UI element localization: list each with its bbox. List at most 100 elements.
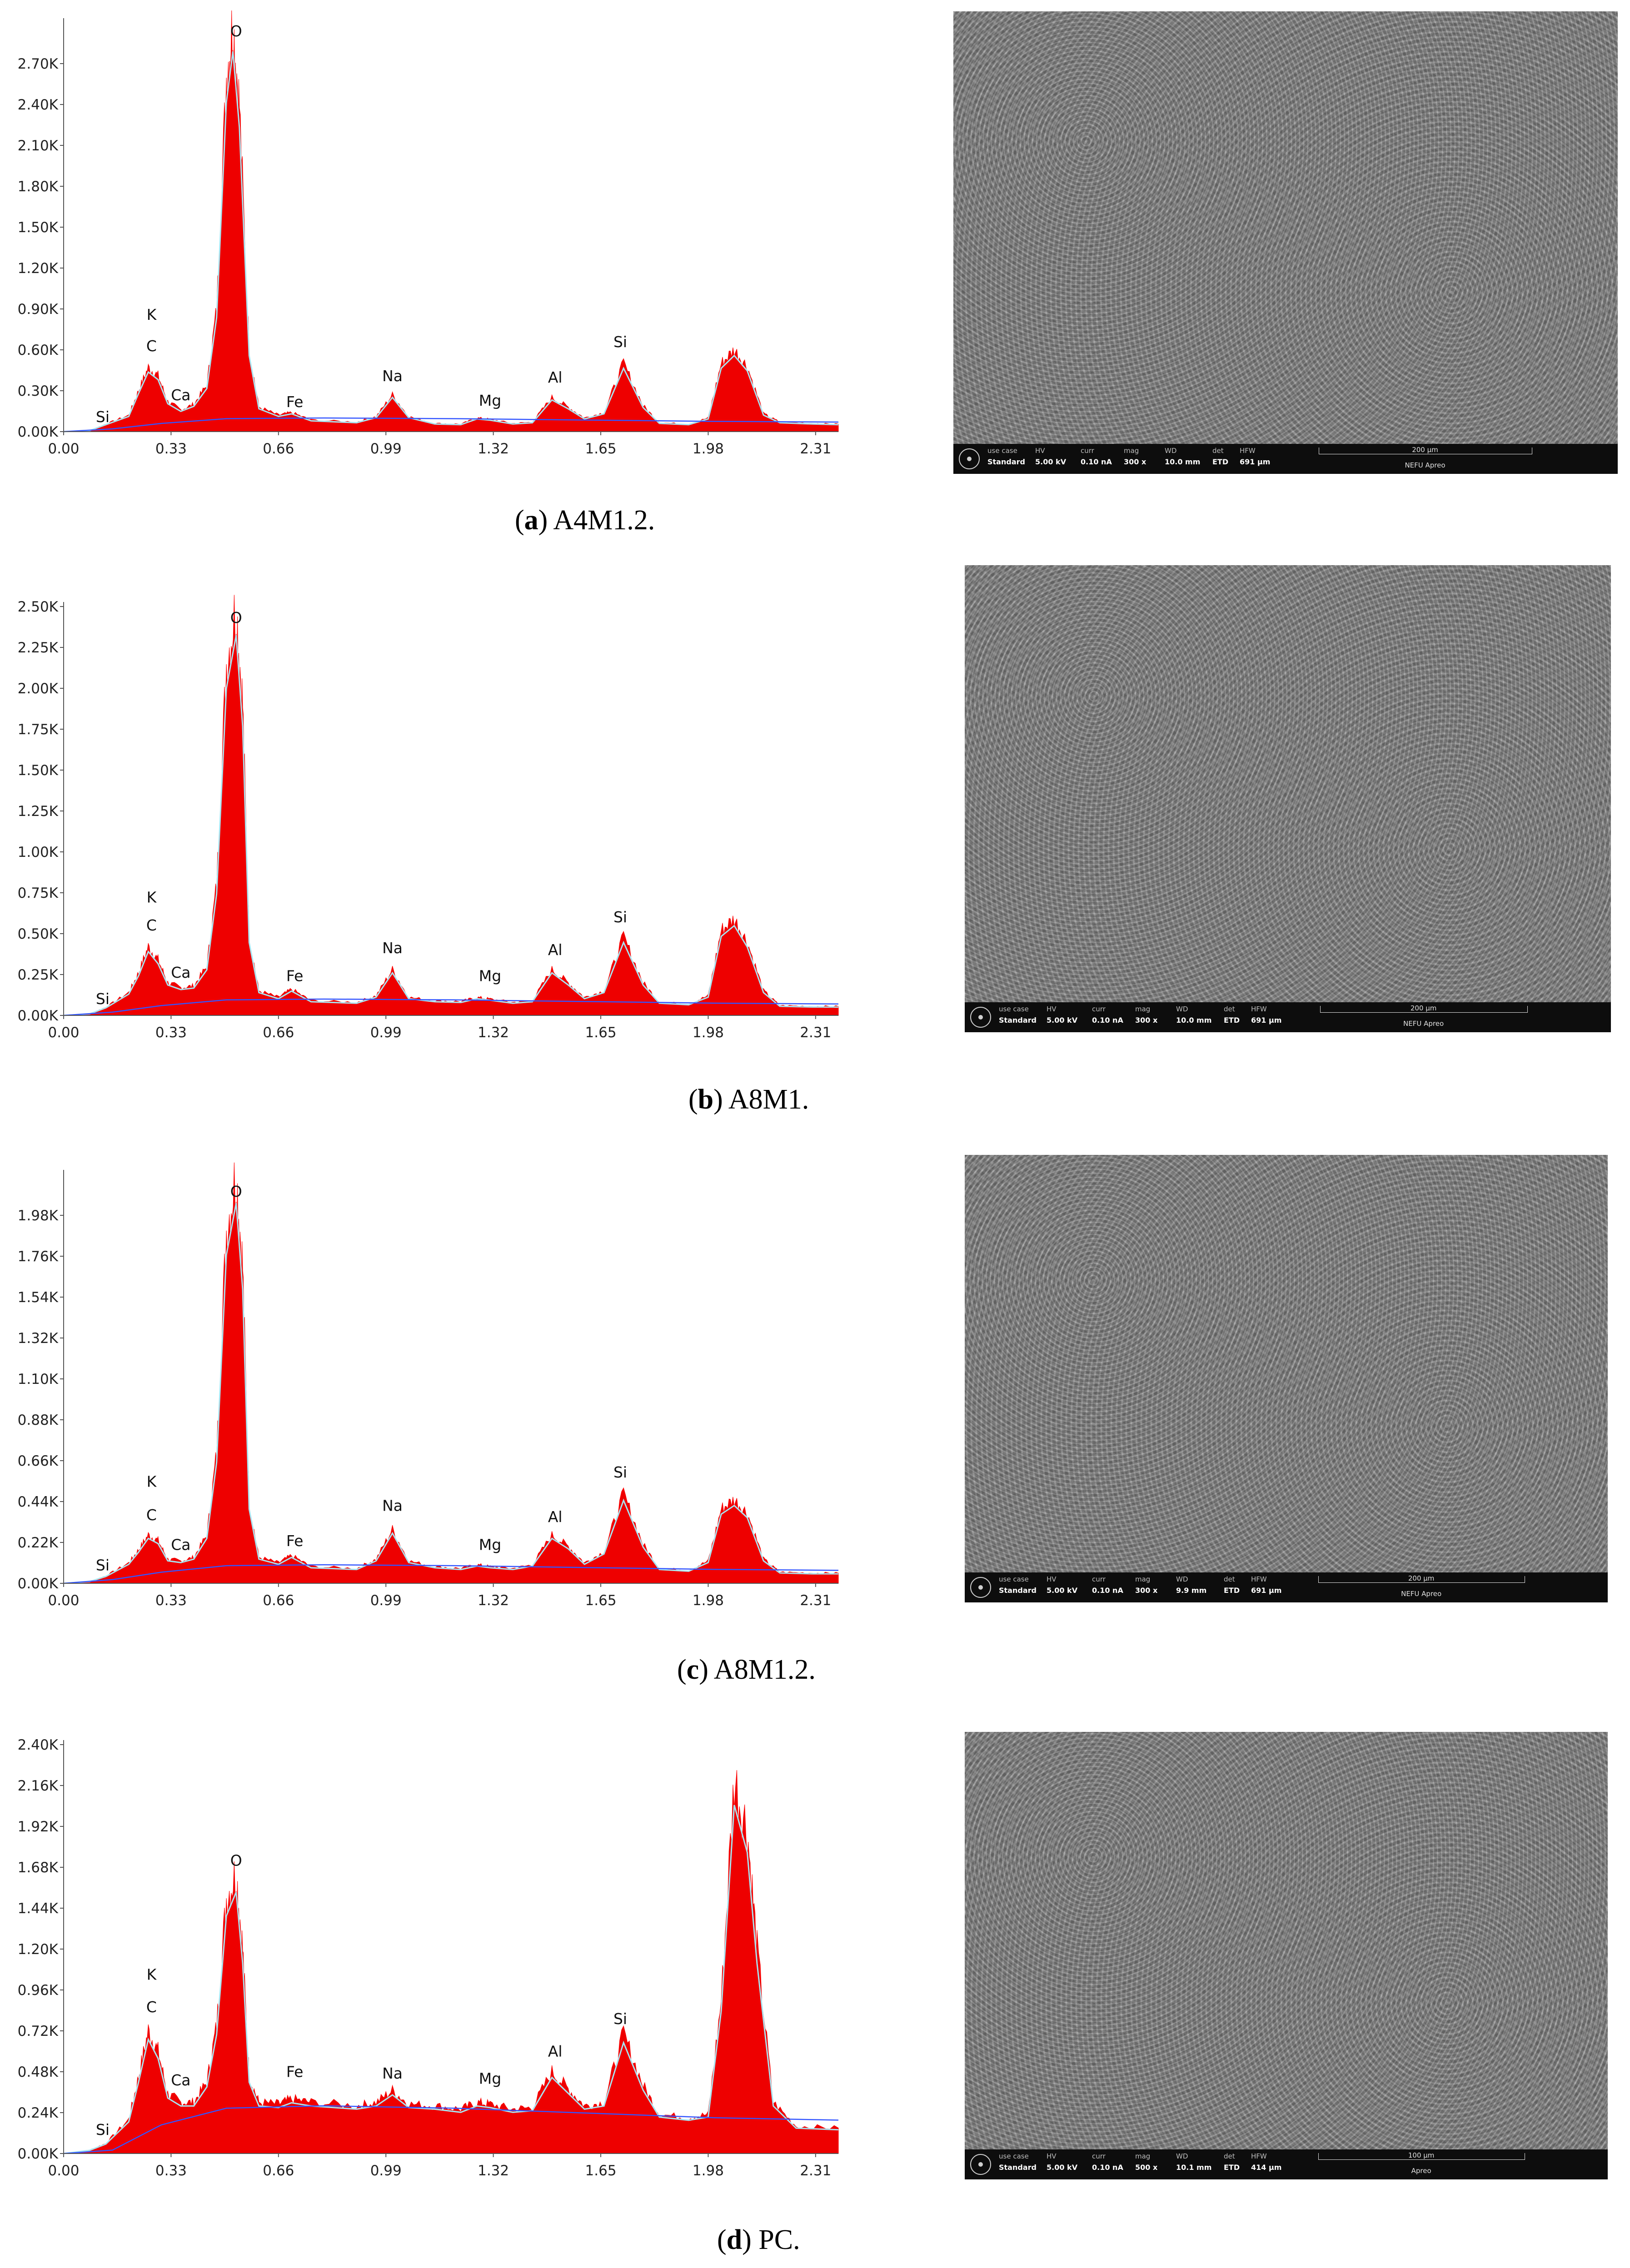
y-tick-label: 1.76K bbox=[18, 1248, 59, 1265]
sem-image bbox=[965, 1732, 1608, 2149]
x-tick-label: 1.98 bbox=[693, 1592, 724, 1609]
sem-param-0: use case Standard bbox=[999, 1005, 1037, 1025]
spectrum-area bbox=[63, 10, 839, 432]
x-tick-label: 0.66 bbox=[263, 1025, 294, 1041]
sem-info-bar: use case Standard HV 5.00 kV curr 0.10 nA mag 5… bbox=[965, 2149, 1608, 2179]
x-tick-label: 0.00 bbox=[48, 1592, 79, 1609]
x-tick-label: 1.65 bbox=[585, 1025, 617, 1041]
scale-bar-label: 200 μm bbox=[1408, 1574, 1435, 1582]
eds-chart-a: 0.00K0.30K0.60K0.90K1.20K1.50K1.80K2.10K… bbox=[18, 10, 839, 457]
peak-label: Na bbox=[382, 367, 403, 385]
instrument-name: Apreo bbox=[1411, 2167, 1431, 2175]
y-tick-label: 2.70K bbox=[18, 56, 59, 72]
sem-param-name: curr bbox=[1092, 2152, 1106, 2160]
y-tick-label: 1.20K bbox=[18, 1941, 59, 1958]
x-tick-label: 0.99 bbox=[370, 1592, 402, 1609]
sem-param-6: HFW 691 μm bbox=[1251, 1575, 1281, 1595]
scale-bar bbox=[1318, 2153, 1525, 2160]
sem-param-5: det ETD bbox=[1224, 1575, 1240, 1595]
fit-line bbox=[63, 635, 838, 1016]
peak-label: Si bbox=[613, 2010, 627, 2028]
peak-label: C bbox=[146, 337, 157, 355]
scale-bar bbox=[1320, 1006, 1528, 1013]
sem-param-name: WD bbox=[1176, 2152, 1188, 2160]
y-tick-label: 2.40K bbox=[18, 1737, 59, 1753]
sem-param-value: 300 x bbox=[1124, 458, 1146, 466]
x-tick-label: 2.31 bbox=[800, 2163, 831, 2179]
sem-param-name: WD bbox=[1176, 1575, 1188, 1583]
y-tick-label: 0.72K bbox=[18, 2023, 59, 2039]
x-tick-label: 1.32 bbox=[478, 2163, 509, 2179]
y-tick-label: 1.98K bbox=[18, 1208, 59, 1224]
sem-param-name: curr bbox=[1092, 1575, 1106, 1583]
x-tick-label: 1.98 bbox=[693, 441, 724, 457]
y-tick-label: 0.25K bbox=[18, 967, 59, 983]
peak-label: O bbox=[230, 22, 242, 40]
y-tick-label: 1.10K bbox=[18, 1371, 59, 1388]
sem-param-6: HFW 691 μm bbox=[1251, 1005, 1281, 1025]
x-tick-label: 1.32 bbox=[478, 1025, 509, 1041]
sem-param-name: use case bbox=[999, 1575, 1029, 1583]
peak-label: Si bbox=[96, 1556, 110, 1574]
peak-label: Al bbox=[548, 2042, 563, 2060]
sem-param-name: curr bbox=[1092, 1005, 1106, 1013]
caption-letter: b bbox=[698, 1084, 714, 1115]
y-tick-label: 0.30K bbox=[18, 383, 59, 399]
sem-param-1: HV 5.00 kV bbox=[1035, 447, 1066, 466]
spectrum-area bbox=[63, 1162, 839, 1584]
y-tick-label: 0.50K bbox=[18, 926, 59, 942]
sem-param-4: WD 10.0 mm bbox=[1176, 1005, 1211, 1025]
eds-spectrum-b: 0.00K 0.25K 0.50K 0.75K 1.00K 1.25K 1.50K 1.75K… bbox=[0, 593, 854, 1052]
sem-param-value: Standard bbox=[999, 1016, 1037, 1025]
y-tick-label: 2.10K bbox=[18, 138, 59, 154]
peak-label: Si bbox=[96, 2121, 110, 2139]
y-tick-label: 1.44K bbox=[18, 1900, 59, 1917]
y-tick-label: 0.00K bbox=[18, 2146, 59, 2162]
x-tick-label: 0.00 bbox=[48, 2163, 79, 2179]
scale-bar-label: 100 μm bbox=[1408, 2151, 1435, 2159]
y-tick-label: 0.22K bbox=[18, 1535, 59, 1551]
y-tick-label: 0.75K bbox=[18, 885, 59, 901]
detector-logo-icon bbox=[970, 1577, 991, 1598]
sem-image bbox=[965, 1155, 1608, 1572]
eds-spectrum-d: 0.00K 0.24K 0.48K 0.72K 0.96K 1.20K 1.44K 1.68K… bbox=[0, 1731, 854, 2190]
y-tick-label: 0.66K bbox=[18, 1453, 59, 1469]
eds-chart-d: 0.00K0.24K0.48K0.72K0.96K1.20K1.44K1.68K… bbox=[18, 1737, 839, 2179]
peak-label: Mg bbox=[479, 2069, 501, 2087]
sem-param-name: HV bbox=[1047, 1575, 1057, 1583]
sem-param-1: HV 5.00 kV bbox=[1047, 1005, 1077, 1025]
sem-param-name: det bbox=[1224, 1575, 1235, 1583]
caption-label: A8M1. bbox=[728, 1084, 809, 1115]
y-tick-label: 2.40K bbox=[18, 97, 59, 113]
sem-param-value: 9.9 mm bbox=[1176, 1586, 1207, 1595]
sem-param-value: 5.00 kV bbox=[1035, 458, 1067, 466]
x-tick-label: 1.65 bbox=[585, 441, 617, 457]
sem-param-value: 10.1 mm bbox=[1176, 2163, 1212, 2172]
sem-param-value: 0.10 nA bbox=[1092, 1586, 1123, 1595]
sem-param-value: 414 μm bbox=[1251, 2163, 1282, 2172]
peak-label: Si bbox=[96, 408, 110, 426]
y-tick-label: 1.75K bbox=[18, 721, 59, 738]
x-tick-label: 1.98 bbox=[693, 2163, 724, 2179]
sem-param-name: WD bbox=[1165, 447, 1177, 455]
sem-param-value: 5.00 kV bbox=[1047, 2163, 1078, 2172]
caption-c: (c) A8M1.2. bbox=[677, 1654, 816, 1685]
peak-label: K bbox=[147, 1472, 157, 1490]
y-tick-label: 1.80K bbox=[18, 179, 59, 195]
sem-param-2: curr 0.10 nA bbox=[1092, 1575, 1123, 1595]
sem-micrograph-b: use case Standard HV 5.00 kV curr 0.10 nA mag 3… bbox=[965, 565, 1611, 1032]
x-tick-label: 0.66 bbox=[263, 441, 294, 457]
peak-label: Ca bbox=[171, 964, 190, 981]
sem-param-3: mag 300 x bbox=[1135, 1575, 1157, 1595]
sem-param-name: HFW bbox=[1251, 2152, 1267, 2160]
sem-param-name: curr bbox=[1081, 447, 1094, 455]
sem-param-name: mag bbox=[1124, 447, 1139, 455]
y-tick-label: 2.00K bbox=[18, 681, 59, 697]
sem-param-value: 691 μm bbox=[1251, 1586, 1282, 1595]
sem-info-bar: use case Standard HV 5.00 kV curr 0.10 nA mag 3… bbox=[965, 1572, 1608, 1602]
x-tick-label: 1.32 bbox=[478, 1592, 509, 1609]
peak-label: C bbox=[146, 1998, 157, 2016]
y-tick-label: 0.00K bbox=[18, 424, 59, 440]
peak-label: K bbox=[147, 1966, 157, 1984]
fit-line bbox=[63, 1805, 839, 2154]
